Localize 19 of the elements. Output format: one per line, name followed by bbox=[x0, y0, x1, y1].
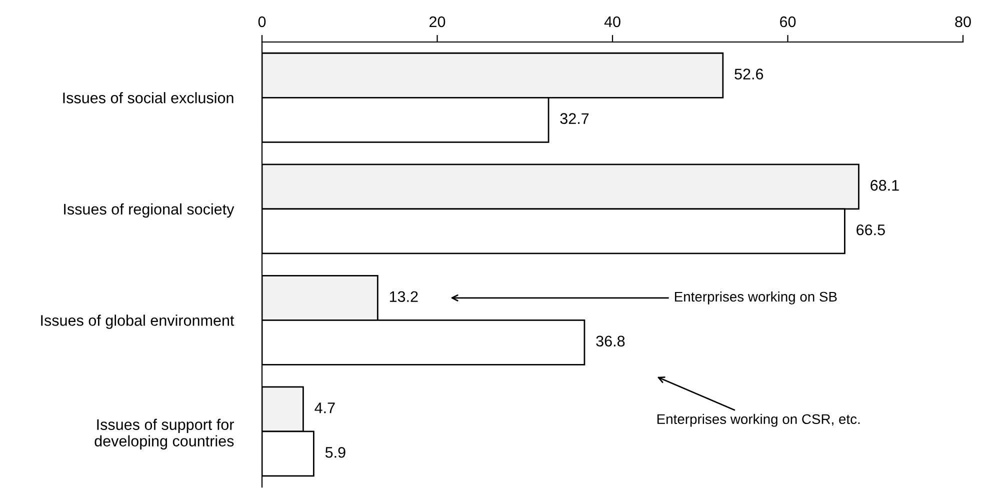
x-tick-label: 20 bbox=[430, 16, 446, 28]
data-label: 36.8 bbox=[596, 336, 625, 347]
data-label: 32.7 bbox=[560, 113, 589, 124]
data-label: 4.7 bbox=[314, 402, 335, 414]
text: Enterprises working on SB bbox=[674, 291, 837, 304]
y-tick-label: Issues of support for developing countries bbox=[94, 418, 234, 450]
data-label: 68.1 bbox=[870, 180, 899, 191]
x-tick-label: 40 bbox=[604, 16, 620, 28]
x-tick-label: 0 bbox=[258, 16, 266, 28]
data-label: 5.9 bbox=[325, 446, 346, 458]
x-tick-label: 80 bbox=[955, 16, 971, 28]
data-label: 66.5 bbox=[856, 224, 885, 236]
y-tick-label: Issues of global environment bbox=[41, 314, 234, 329]
y-tick-label: Issues of social exclusion bbox=[63, 92, 234, 104]
x-tick-label: 60 bbox=[780, 16, 796, 28]
data-label: 13.2 bbox=[390, 291, 418, 302]
y-tick-label: Issues of regional society bbox=[64, 203, 234, 218]
text: Enterprises working on CSR, etc. bbox=[657, 414, 860, 427]
data-label: 52.6 bbox=[734, 68, 764, 80]
